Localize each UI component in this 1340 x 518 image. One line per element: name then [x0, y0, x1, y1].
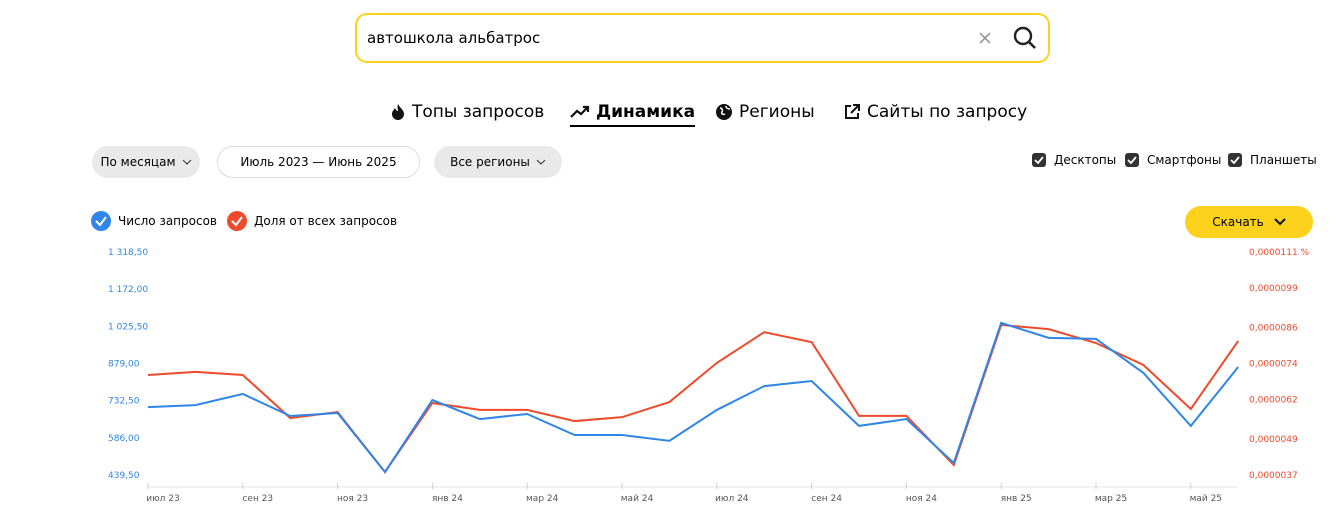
chevron: [1274, 218, 1286, 226]
tab-label: Сайты по запросу: [867, 102, 1028, 122]
y-tick-label: 439,50: [108, 471, 140, 481]
x-tick-label: мар 25: [1095, 494, 1127, 504]
x-tick-label: ноя 23: [337, 494, 368, 504]
fire-icon: [392, 104, 404, 120]
period-label: По месяцам: [100, 155, 176, 169]
trend-icon: [570, 105, 590, 118]
y2-tick-label: 0,0000086: [1249, 323, 1298, 333]
y2-tick-label: 0,0000111 %: [1249, 248, 1310, 258]
x-tick-label: янв 25: [1001, 494, 1032, 504]
y2-tick-label: 0,0000049: [1249, 435, 1298, 445]
date-range[interactable]: Июль 2023 — Июнь 2025: [217, 146, 420, 178]
tab-label: Динамика: [596, 102, 696, 122]
y-tick-label: 1 025,50: [108, 322, 148, 332]
device-checkbox[interactable]: Десктопы: [1032, 153, 1116, 167]
legend-item[interactable]: Число запросов: [91, 211, 217, 231]
legend-label: Число запросов: [118, 214, 217, 228]
x-tick-label: июл 23: [146, 494, 180, 504]
device-checkbox[interactable]: Смартфоны: [1125, 153, 1221, 167]
x-tick-label: мар 24: [526, 494, 559, 504]
legend-item[interactable]: Доля от всех запросов: [227, 211, 397, 231]
legend-dot: [227, 211, 247, 231]
globe-icon: [716, 104, 732, 120]
clear-icon[interactable]: [977, 30, 993, 46]
y2-tick-label: 0,0000074: [1249, 360, 1298, 370]
y-tick-label: 1 318,50: [108, 248, 148, 258]
search-box[interactable]: автошкола альбатрос: [355, 13, 1050, 63]
x-tick-label: сен 23: [242, 494, 273, 504]
tab[interactable]: Регионы: [715, 102, 815, 122]
period-select[interactable]: По месяцам: [92, 146, 200, 178]
region-label: Все регионы: [450, 155, 530, 169]
chart: 439,50 586,00 732,50 879,00 1 025,50 1 172,00…: [108, 248, 1310, 504]
x-tick-label: май 25: [1190, 494, 1222, 504]
external-icon: [845, 104, 860, 119]
x-tick-label: июл 24: [715, 494, 749, 504]
series-line: [147, 323, 1240, 474]
x-tick-label: ноя 24: [906, 494, 937, 504]
y-tick-label: 586,00: [108, 434, 140, 444]
chevron: [536, 159, 546, 165]
region-select[interactable]: Все регионы: [434, 146, 562, 178]
date-range-label: Июль 2023 — Июнь 2025: [240, 155, 397, 169]
y-tick-label: 1 172,00: [108, 285, 148, 295]
device-label: Планшеты: [1250, 153, 1317, 167]
x-tick-label: янв 24: [432, 494, 463, 504]
y2-tick-label: 0,0000099: [1249, 284, 1298, 294]
y2-tick-label: 0,0000037: [1249, 471, 1298, 481]
y2-tick-label: 0,0000062: [1249, 396, 1298, 406]
tab-label: Регионы: [739, 102, 815, 122]
legend-dot: [91, 211, 111, 231]
tab[interactable]: Сайты по запросу: [843, 102, 1027, 122]
tab[interactable]: Динамика: [570, 102, 696, 127]
tab-label: Топы запросов: [412, 102, 545, 122]
legend-label: Доля от всех запросов: [254, 214, 398, 228]
search-icon[interactable]: [1012, 25, 1038, 51]
search-query[interactable]: автошкола альбатрос: [367, 29, 541, 47]
y-tick-label: 732,50: [108, 397, 140, 407]
device-label: Десктопы: [1054, 153, 1117, 167]
chevron: [182, 159, 191, 165]
device-checkbox[interactable]: Планшеты: [1228, 153, 1317, 167]
download-label: Скачать: [1212, 215, 1264, 229]
tab[interactable]: Топы запросов: [390, 102, 544, 122]
series-line: [147, 321, 1239, 474]
device-label: Смартфоны: [1147, 153, 1222, 167]
x-tick-label: май 24: [621, 494, 654, 504]
x-tick-label: сен 24: [811, 494, 842, 504]
y-tick-label: 879,00: [108, 360, 140, 370]
download-button[interactable]: Скачать: [1185, 206, 1313, 238]
